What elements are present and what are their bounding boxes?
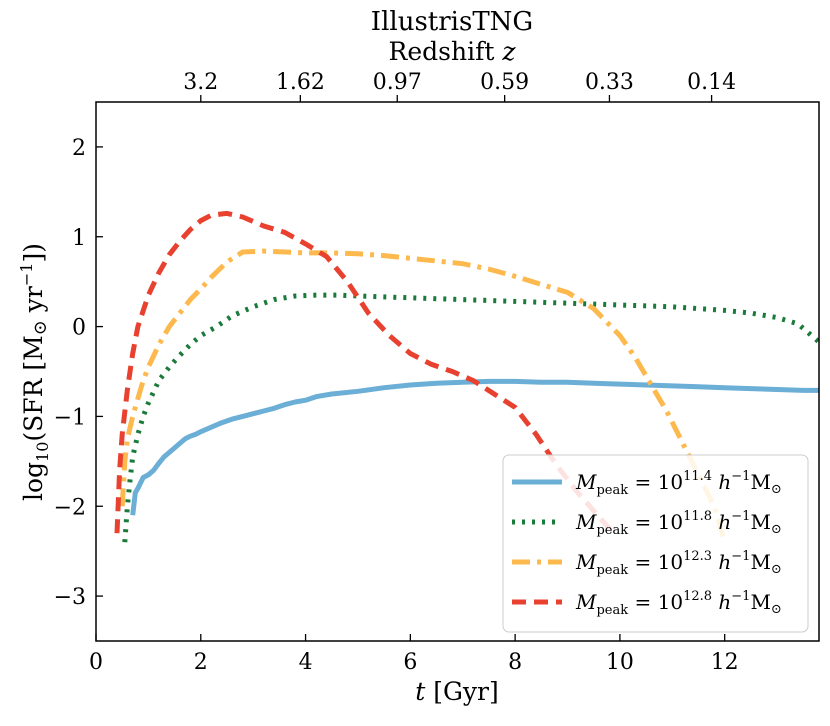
y-tick-label: 1 bbox=[72, 226, 86, 251]
x-tick-label: 0 bbox=[89, 650, 103, 675]
series-line-solid bbox=[130, 378, 819, 516]
x-tick-label: 6 bbox=[403, 650, 417, 675]
top-tick-label: 0.14 bbox=[687, 70, 736, 95]
x-axis-label-unit: [Gyr] bbox=[425, 677, 499, 706]
y-axis-ticks: −3 −2 −1 0 1 2 bbox=[54, 136, 103, 610]
top-tick-label: 0.33 bbox=[585, 70, 634, 95]
top-axis-label-z: z bbox=[501, 37, 516, 66]
x-tick-label: 10 bbox=[606, 650, 634, 675]
x-axis-label-t: t bbox=[415, 677, 426, 706]
plot-frame bbox=[95, 101, 820, 642]
legend-frame bbox=[502, 454, 809, 633]
y-axis-label: log10(SFR [M⊙ yr−1]) bbox=[17, 243, 52, 501]
series-line-dashed bbox=[114, 210, 612, 534]
y-tick-label: −2 bbox=[54, 495, 86, 520]
legend-entry-label: Mpeak = 1012.3 h−1M⊙ bbox=[575, 549, 782, 578]
chart-title: IllustrisTNG bbox=[371, 7, 533, 37]
title-group: IllustrisTNG Redshift z bbox=[371, 7, 533, 66]
x-tick-label: 8 bbox=[508, 650, 522, 675]
x-tick-label: 2 bbox=[194, 650, 208, 675]
x-axis-ticks: 0 2 4 6 8 10 12 bbox=[89, 634, 739, 675]
x-tick-label: 12 bbox=[711, 650, 739, 675]
x-axis-label: t [Gyr] bbox=[415, 677, 499, 706]
top-axis-label: Redshift z bbox=[389, 37, 517, 66]
legend-entry-label: Mpeak = 1011.8 h−1M⊙ bbox=[575, 509, 782, 538]
y-tick-label: −1 bbox=[54, 405, 86, 430]
legend: Mpeak = 1011.4 h−1M⊙ Mpeak = 1011.8 h−1M⊙… bbox=[502, 454, 809, 633]
x-tick-label: 4 bbox=[299, 650, 313, 675]
top-tick-label: 1.62 bbox=[276, 70, 325, 95]
legend-entry-label: Mpeak = 1011.4 h−1M⊙ bbox=[575, 469, 782, 498]
top-axis-ticks: 3.2 1.62 0.97 0.59 0.33 0.14 bbox=[183, 70, 736, 102]
y-tick-label: 2 bbox=[72, 136, 86, 161]
y-tick-label: −3 bbox=[54, 585, 86, 610]
top-tick-label: 3.2 bbox=[183, 70, 218, 95]
series-layer bbox=[114, 210, 819, 543]
y-tick-label: 0 bbox=[72, 316, 86, 341]
top-tick-label: 0.59 bbox=[480, 70, 529, 95]
top-tick-label: 0.97 bbox=[373, 70, 422, 95]
top-axis-label-text: Redshift bbox=[389, 37, 503, 66]
legend-entry-label: Mpeak = 1012.8 h−1M⊙ bbox=[575, 589, 782, 618]
